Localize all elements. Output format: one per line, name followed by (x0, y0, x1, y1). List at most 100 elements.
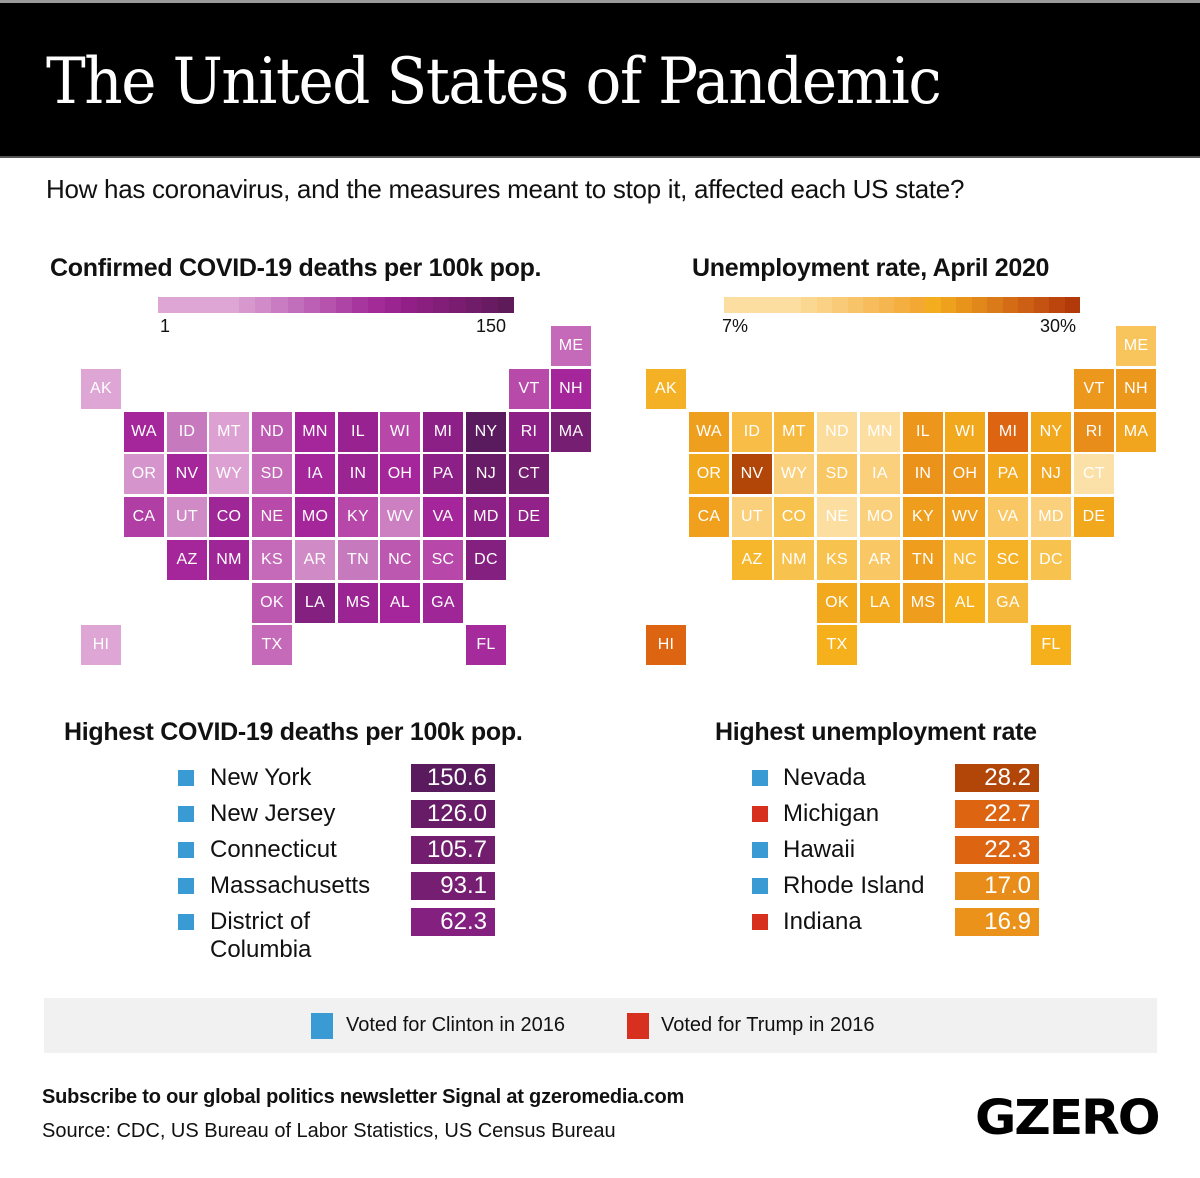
state-tile-oh: OH (945, 454, 985, 494)
top-list-state-name: Rhode Island (783, 872, 925, 899)
state-tile-mi: MI (988, 412, 1028, 452)
unemployment-color-scale (724, 297, 1081, 313)
state-tile-nc: NC (380, 540, 420, 580)
state-tile-az: AZ (167, 540, 207, 580)
top-list-state-name: New York (210, 764, 312, 791)
top-list-value: 93.1 (411, 872, 495, 900)
state-tile-ks: KS (817, 540, 857, 580)
deaths-top-title: Highest COVID-19 deaths per 100k pop. (64, 718, 523, 746)
state-tile-nm: NM (209, 540, 249, 580)
scale-step (785, 297, 802, 313)
scale-step (816, 297, 833, 313)
scale-step (449, 297, 466, 313)
state-tile-ak: AK (81, 369, 121, 409)
state-tile-id: ID (167, 412, 207, 452)
state-tile-ne: NE (252, 497, 292, 537)
scale-step (206, 297, 223, 313)
scale-step (352, 297, 369, 313)
gzero-logo: GZERO (975, 1090, 1161, 1146)
state-tile-sc: SC (423, 540, 463, 580)
state-tile-co: CO (209, 497, 249, 537)
state-tile-wa: WA (124, 412, 164, 452)
state-tile-nv: NV (167, 454, 207, 494)
state-tile-tx: TX (817, 625, 857, 665)
scale-step (303, 297, 320, 313)
state-tile-oh: OH (380, 454, 420, 494)
state-tile-md: MD (1031, 497, 1071, 537)
source-text: Source: CDC, US Bureau of Labor Statisti… (42, 1120, 616, 1142)
scale-step (878, 297, 895, 313)
state-tile-fl: FL (1031, 625, 1071, 665)
scale-step (971, 297, 988, 313)
state-tile-ga: GA (423, 583, 463, 623)
unemployment-scale-min: 7% (722, 316, 749, 336)
state-tile-nd: ND (252, 412, 292, 452)
top-list-value: 150.6 (411, 764, 495, 792)
state-tile-ar: AR (860, 540, 900, 580)
clinton-party-icon (752, 878, 768, 894)
clinton-party-icon (178, 878, 194, 894)
state-tile-nd: ND (817, 412, 857, 452)
state-tile-ca: CA (689, 497, 729, 537)
state-tile-pa: PA (988, 454, 1028, 494)
state-tile-la: LA (860, 583, 900, 623)
state-tile-nj: NJ (1031, 454, 1071, 494)
clinton-party-icon (178, 770, 194, 786)
state-tile-tn: TN (903, 540, 943, 580)
top-list-value: 126.0 (411, 800, 495, 828)
clinton-legend-label: Voted for Clinton in 2016 (346, 1014, 566, 1036)
state-tile-il: IL (338, 412, 378, 452)
deaths-scale-max: 150 (476, 316, 507, 336)
state-tile-hi: HI (81, 625, 121, 665)
scale-step (1033, 297, 1050, 313)
scale-step (238, 297, 256, 313)
state-tile-mt: MT (209, 412, 249, 452)
scale-step (433, 297, 450, 313)
scale-step (847, 297, 864, 313)
state-tile-wy: WY (209, 454, 249, 494)
state-tile-ks: KS (252, 540, 292, 580)
scale-step (481, 297, 498, 313)
scale-step (832, 297, 848, 313)
state-tile-pa: PA (423, 454, 463, 494)
state-tile-or: OR (689, 454, 729, 494)
scale-step (909, 297, 926, 313)
state-tile-ny: NY (466, 412, 506, 452)
top-list-state-name: District of Columbia (210, 908, 312, 963)
trump-party-icon (752, 806, 768, 822)
scale-step (190, 297, 207, 313)
top-list-value: 22.7 (955, 800, 1039, 828)
top-list-value: 28.2 (955, 764, 1039, 792)
state-tile-mo: MO (295, 497, 335, 537)
state-tile-mo: MO (860, 497, 900, 537)
subscribe-text: Subscribe to our global politics newslet… (42, 1086, 685, 1108)
state-tile-or: OR (124, 454, 164, 494)
state-tile-al: AL (380, 583, 420, 623)
scale-step (417, 297, 434, 313)
unemployment-scale-max: 30% (1040, 316, 1077, 336)
scale-step (739, 297, 755, 313)
state-tile-dc: DC (466, 540, 506, 580)
scale-step (271, 297, 288, 313)
top-list-state-name: Connecticut (210, 836, 337, 863)
state-tile-nh: NH (551, 369, 591, 409)
state-tile-co: CO (774, 497, 814, 537)
state-tile-mi: MI (423, 412, 463, 452)
state-tile-wv: WV (945, 497, 985, 537)
scale-step (754, 297, 771, 313)
top-list-value: 16.9 (955, 908, 1039, 936)
scale-step (770, 297, 786, 313)
state-tile-ms: MS (338, 583, 378, 623)
scale-step (222, 297, 239, 313)
state-tile-ut: UT (732, 497, 772, 537)
state-tile-wa: WA (689, 412, 729, 452)
state-tile-mn: MN (860, 412, 900, 452)
state-tile-ar: AR (295, 540, 335, 580)
state-tile-wv: WV (380, 497, 420, 537)
state-tile-vt: VT (1074, 369, 1114, 409)
scale-step (1049, 297, 1065, 313)
state-tile-sd: SD (817, 454, 857, 494)
state-tile-nm: NM (774, 540, 814, 580)
deaths-map-title: Confirmed COVID-19 deaths per 100k pop. (50, 254, 542, 282)
state-tile-wi: WI (380, 412, 420, 452)
